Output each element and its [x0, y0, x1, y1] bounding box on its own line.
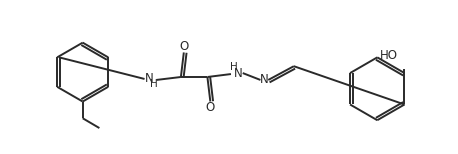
- Text: O: O: [206, 101, 215, 114]
- Text: N: N: [234, 67, 242, 80]
- Text: O: O: [179, 40, 188, 53]
- Text: N: N: [145, 73, 154, 85]
- Text: H: H: [230, 62, 238, 72]
- Text: N: N: [260, 73, 269, 86]
- Text: HO: HO: [380, 49, 398, 62]
- Text: H: H: [151, 79, 158, 89]
